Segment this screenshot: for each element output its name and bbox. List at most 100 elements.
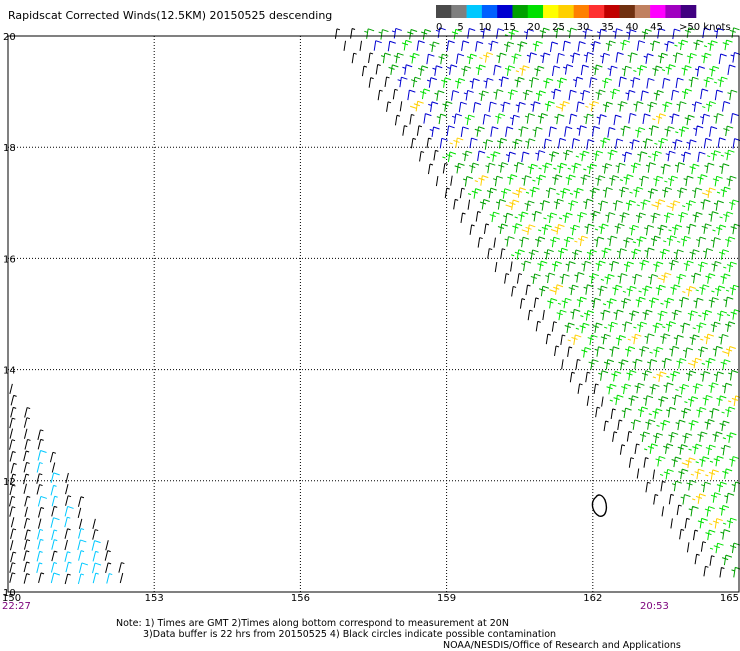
wind-barb-east <box>647 273 659 285</box>
wind-barb-east <box>334 28 341 39</box>
wind-barb-east <box>538 162 553 174</box>
wind-barb-east <box>568 284 579 296</box>
wind-barb-east <box>585 100 600 112</box>
wind-barb-east <box>630 419 641 430</box>
x-tick-label: 156 <box>291 593 310 604</box>
wind-barb-east <box>426 77 437 88</box>
wind-barb-east <box>634 382 645 394</box>
wind-barb-east <box>532 126 543 138</box>
wind-barb-east <box>469 78 480 89</box>
wind-barb-east <box>451 28 462 40</box>
footer-note-line2: 3)Data buffer is 22 hrs from 20150525 4)… <box>143 629 557 640</box>
wind-barb-east <box>498 76 509 87</box>
wind-barb-east <box>451 90 460 101</box>
wind-barb-east <box>458 101 467 113</box>
wind-barb-east <box>609 346 620 357</box>
wind-barb-east <box>686 139 697 150</box>
y-tick-label: 12 <box>3 477 16 488</box>
wind-barb-east <box>623 261 634 272</box>
wind-barb-west <box>64 528 71 539</box>
wind-barb-east <box>514 76 525 88</box>
wind-barb-east <box>513 161 524 173</box>
wind-barb-east <box>602 298 617 309</box>
wind-barb-east <box>713 27 725 39</box>
wind-barb-east <box>729 456 740 467</box>
wind-barb-east <box>409 113 415 125</box>
wind-barb-east <box>434 90 445 101</box>
wind-barb-east <box>718 53 727 65</box>
wind-barb-east <box>402 64 413 75</box>
wind-barb-east <box>652 469 656 480</box>
wind-barb-east <box>684 517 690 529</box>
wind-barb-east <box>387 40 396 52</box>
wind-barb-east <box>543 212 558 223</box>
wind-barb-east <box>523 28 534 40</box>
wind-barb-east <box>500 188 511 199</box>
wind-barb-west <box>65 472 69 484</box>
wind-barb-east <box>697 431 708 443</box>
wind-barb-east <box>719 211 734 223</box>
wind-barb-west <box>37 429 44 440</box>
wind-barb-east <box>713 113 724 124</box>
wind-barb-east <box>447 64 458 75</box>
wind-barb-east <box>648 125 659 136</box>
wind-barb-east <box>676 273 687 285</box>
wind-barb-east <box>521 151 530 163</box>
wind-barb-west <box>23 517 30 529</box>
wind-barb-east <box>682 286 696 297</box>
wind-barb-west <box>50 484 57 496</box>
wind-barb-east <box>676 358 687 369</box>
wind-barb-east <box>722 468 733 479</box>
wind-barb-east <box>527 163 538 175</box>
wind-barb-west <box>24 438 31 450</box>
wind-barb-east <box>580 310 595 321</box>
wind-barb-east <box>480 28 491 39</box>
wind-barb-east <box>611 370 622 382</box>
wind-barb-east <box>504 273 510 284</box>
wind-barb-east <box>646 77 655 89</box>
wind-barb-east <box>657 310 668 322</box>
wind-barb-east <box>388 64 399 75</box>
wind-barb-east <box>666 200 681 211</box>
wind-barb-east <box>631 248 642 260</box>
wind-barb-east <box>689 334 700 345</box>
wind-barb-east <box>547 297 558 309</box>
wind-barb-east <box>549 41 559 53</box>
wind-barb-west <box>23 550 30 561</box>
wind-barb-east <box>618 186 629 198</box>
legend-label: 0 <box>436 22 442 33</box>
wind-barb-east <box>587 334 598 346</box>
wind-barb-east <box>525 186 540 198</box>
wind-barb-east <box>672 139 683 150</box>
wind-barb-east <box>462 176 473 187</box>
wind-barb-east <box>595 406 601 418</box>
wind-barb-west <box>24 506 28 517</box>
wind-barb-east <box>725 236 736 248</box>
wind-barb-east <box>657 27 666 39</box>
wind-barb-east <box>675 126 689 137</box>
legend-label: 5 <box>457 22 463 33</box>
wind-barb-west <box>10 517 15 528</box>
wind-barb-east <box>700 88 709 100</box>
wind-barb-east <box>482 139 493 150</box>
wind-barb-east <box>671 394 682 406</box>
wind-barb-east <box>375 64 381 75</box>
wind-barb-east <box>663 382 674 393</box>
wind-barb-west <box>51 495 58 507</box>
wind-barb-east <box>479 198 490 210</box>
wind-barb-east <box>570 52 581 64</box>
wind-barb-west <box>50 562 58 573</box>
wind-barb-east <box>642 309 653 321</box>
wind-barb-west <box>78 518 83 530</box>
wind-barb-west <box>51 550 58 562</box>
wind-barb-east <box>463 89 474 101</box>
wind-barb-east <box>537 224 552 235</box>
wind-barb-east <box>597 200 609 212</box>
wind-barb-east <box>603 420 609 432</box>
wind-barb-west <box>23 473 30 485</box>
wind-barb-east <box>539 200 550 211</box>
wind-barb-east <box>681 407 692 419</box>
wind-barb-east <box>729 199 740 211</box>
wind-barb-east <box>607 149 618 161</box>
wind-barb-east <box>632 273 643 285</box>
